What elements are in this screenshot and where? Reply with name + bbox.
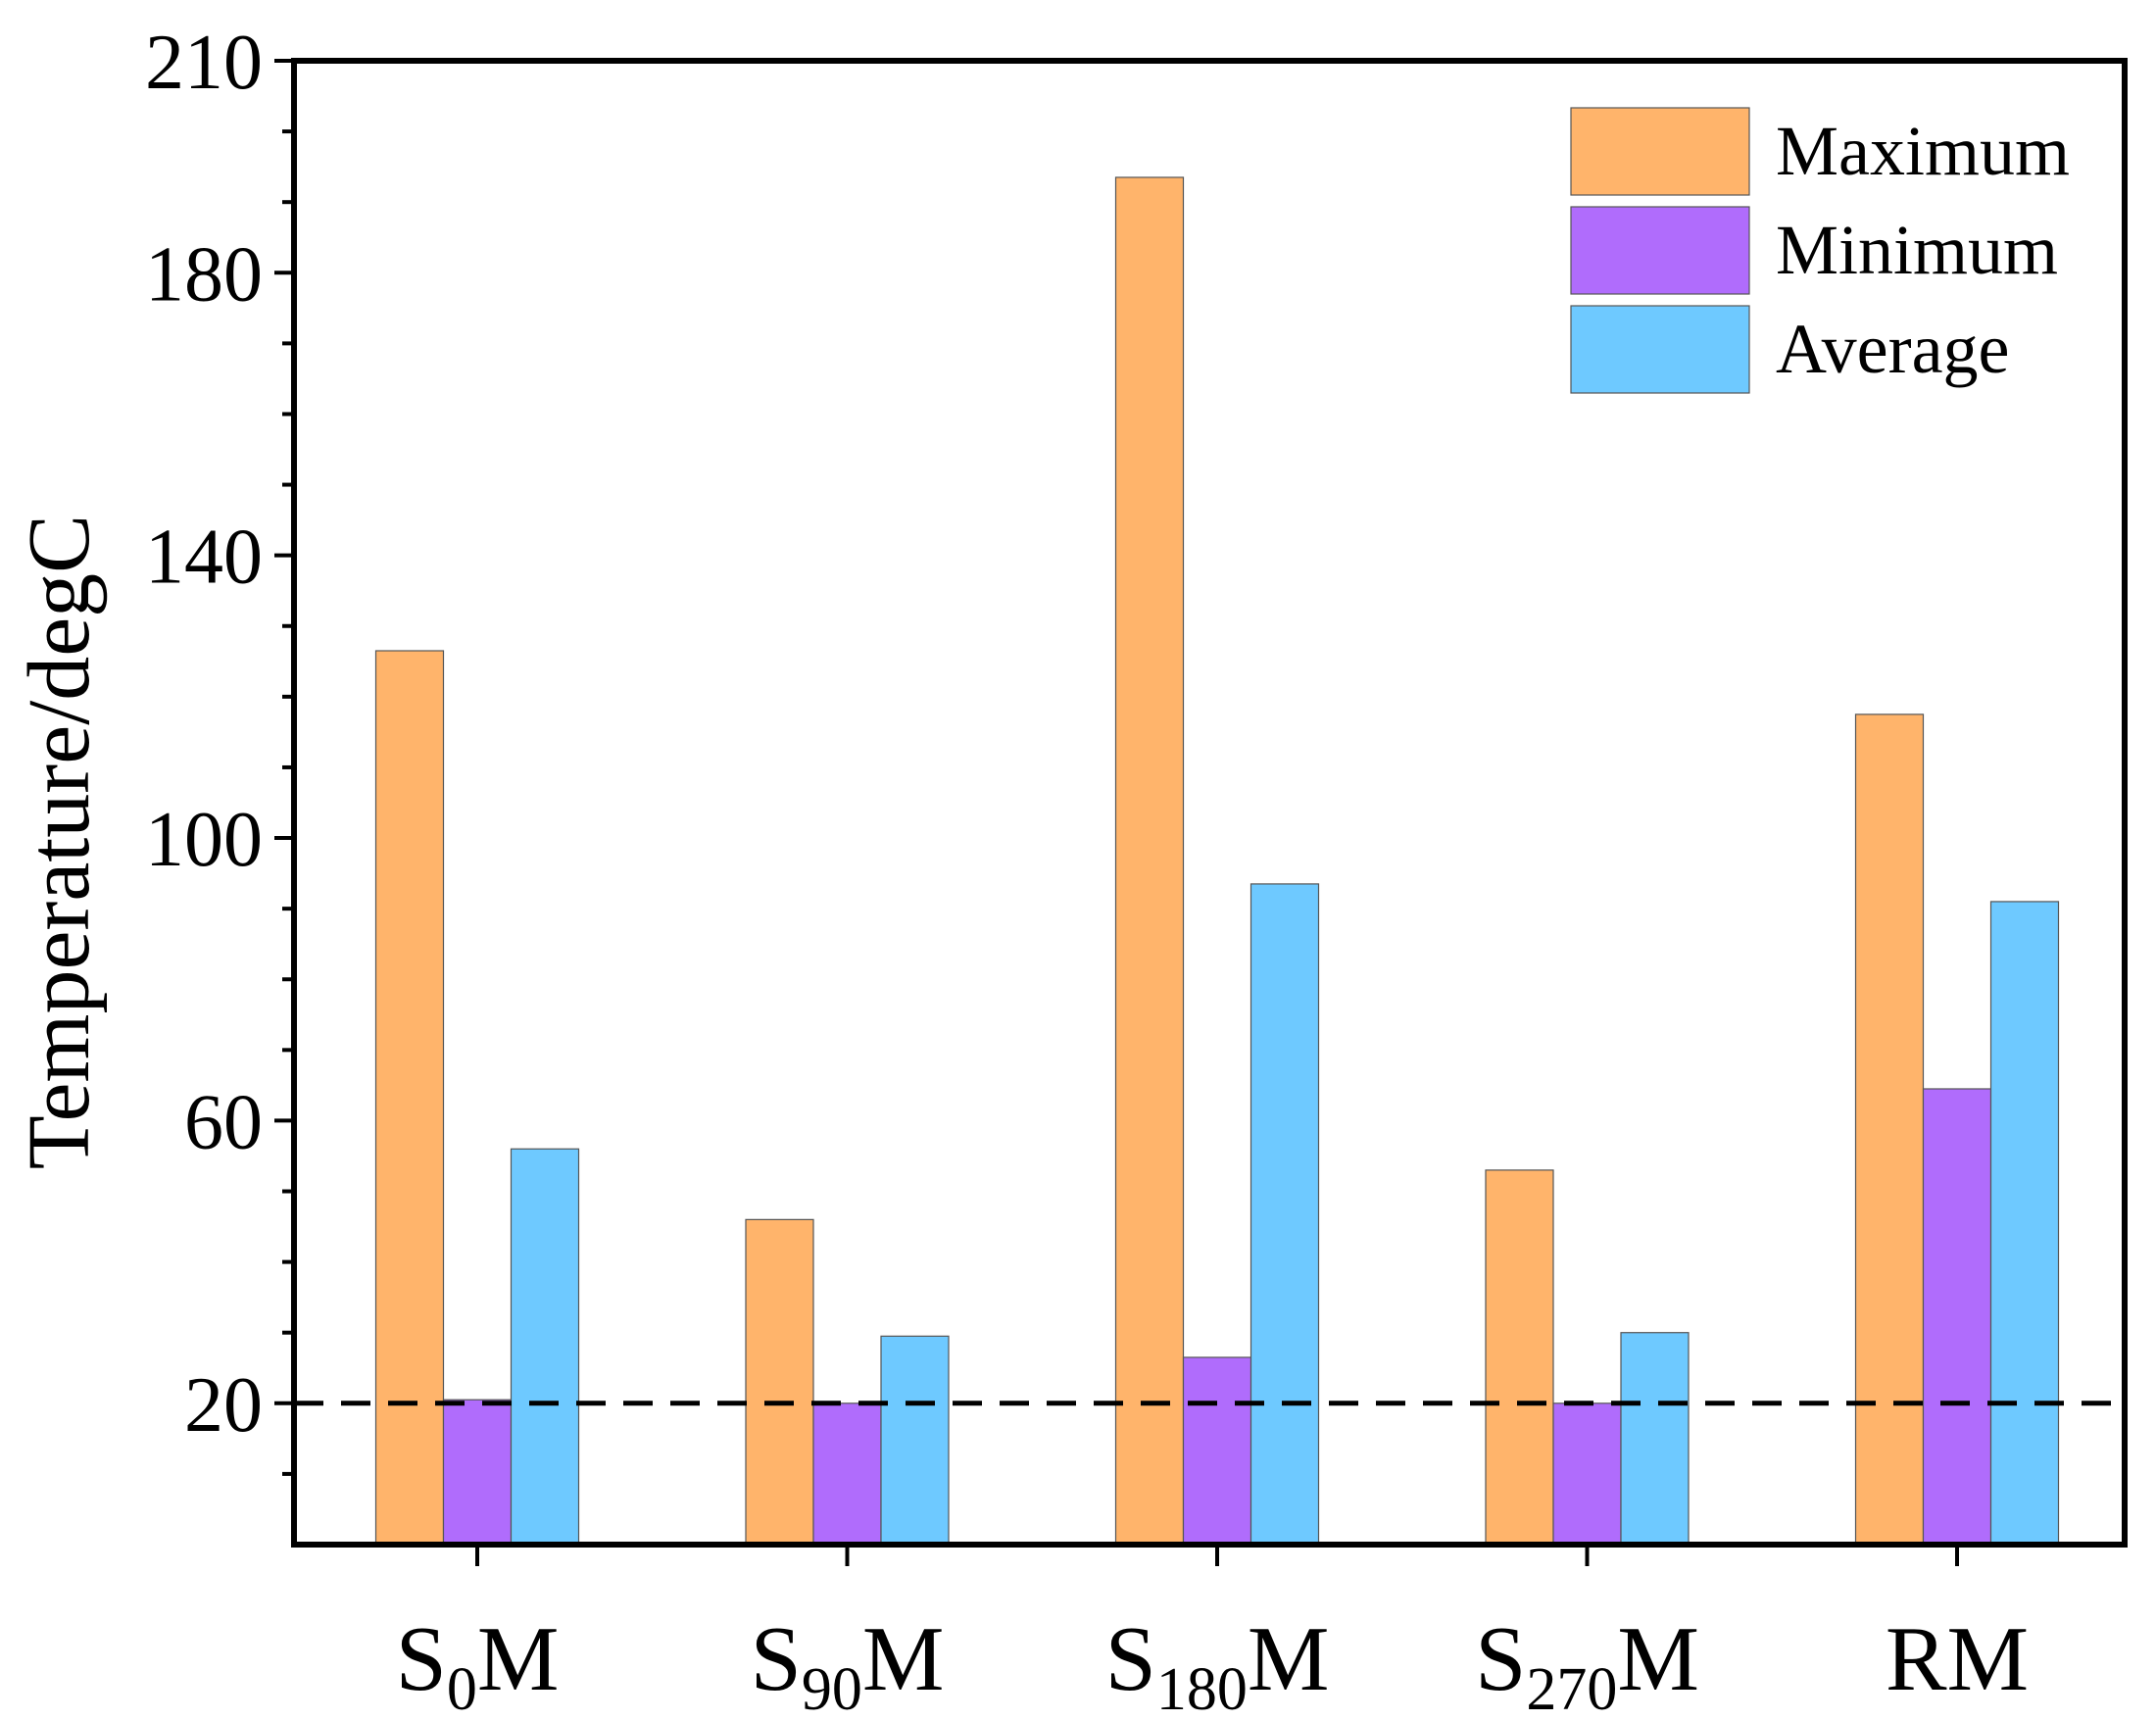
bar-maximum-0: [374, 650, 445, 1546]
y-axis-title: Temperature/degC: [11, 515, 108, 1169]
y-tick-label: 100: [145, 797, 263, 883]
y-axis: 20 60 100 140 180 210: [145, 20, 294, 1476]
bar-minimum-1: [812, 1402, 882, 1546]
bar-maximum-1: [745, 1218, 814, 1546]
x-tick-label: S270M: [1475, 1608, 1699, 1721]
x-tick-label: RM: [1886, 1608, 2029, 1710]
bar-maximum-2: [1114, 176, 1185, 1546]
y-tick-label: 60: [184, 1079, 263, 1165]
bar-average-2: [1250, 883, 1320, 1546]
x-tick-label: S180M: [1105, 1608, 1330, 1721]
legend-swatch-maximum: [1570, 107, 1750, 196]
y-tick-label: 20: [184, 1362, 263, 1449]
y-tick-label: 210: [145, 20, 263, 106]
bar-maximum-3: [1485, 1169, 1554, 1546]
x-axis: S0M S90M S180M S270M RM: [396, 1545, 2029, 1721]
legend: Maximum Minimum Average: [1570, 107, 2070, 394]
x-tick-label: S90M: [751, 1608, 945, 1721]
y-tick-label: 180: [145, 231, 263, 318]
legend-swatch-average: [1570, 305, 1750, 394]
bar-maximum-4: [1854, 713, 1925, 1546]
bar-minimum-3: [1552, 1402, 1622, 1546]
bar-minimum-2: [1182, 1356, 1252, 1546]
legend-label-minimum: Minimum: [1776, 211, 2058, 289]
legend-label-maximum: Maximum: [1776, 112, 2070, 190]
y-tick-label: 140: [145, 515, 263, 601]
bar-average-3: [1620, 1332, 1690, 1546]
x-tick-label: S0M: [396, 1608, 560, 1721]
bar-average-4: [1989, 901, 2060, 1546]
bar-minimum-4: [1922, 1088, 1992, 1546]
bar-average-1: [880, 1335, 950, 1546]
legend-swatch-minimum: [1570, 206, 1750, 295]
bar-minimum-0: [442, 1399, 513, 1546]
legend-label-average: Average: [1776, 310, 2010, 388]
bar-average-0: [510, 1148, 580, 1546]
plot-area-frame: [291, 58, 2128, 1548]
bars-layer: [374, 176, 2060, 1546]
